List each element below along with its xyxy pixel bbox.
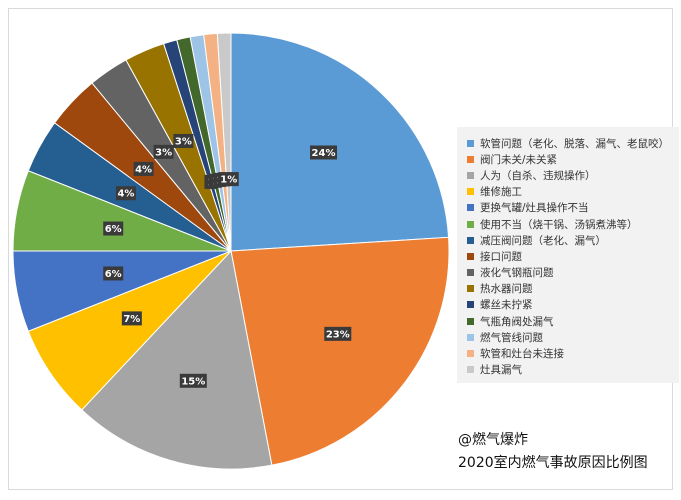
data-label-box [179,373,207,388]
pie-slice-2 [230,236,450,466]
data-label-box [103,266,124,281]
legend-swatch [467,301,474,309]
data-label-box [218,172,239,187]
legend-label: 更换气罐/灶具操作不当 [480,202,589,215]
legend-swatch [467,220,474,228]
data-label-text: 4% [135,164,152,175]
data-label-text: 6% [105,269,122,280]
pie-slice-3 [81,249,273,470]
legend-label: 接口问题 [480,250,522,263]
legend-item-12: 气瓶角阀处漏气 [467,313,673,329]
data-label-text: 4% [117,189,134,200]
caption-title: 2020室内燃气事故原因比例图 [458,455,648,471]
data-label-box [153,144,174,159]
data-label-2: 23% [324,326,352,341]
data-label-box [173,133,194,148]
legend-item-13: 燃气管线问题 [467,329,673,345]
legend-swatch [467,252,474,260]
data-label-3: 15% [179,373,207,388]
legend-label: 减压阀问题（老化、漏气） [480,234,606,247]
data-label-10: 3% [173,133,194,148]
legend-label: 热水器问题 [480,283,533,296]
data-label-9: 3% [153,144,174,159]
legend-swatch [467,317,474,325]
data-label-8: 4% [133,161,154,176]
legend-label: 气瓶角阀处漏气 [480,315,554,328]
legend-swatch [467,171,474,179]
data-label-5: 6% [103,266,124,281]
legend-item-11: 螺丝未拧紧 [467,297,673,313]
legend-item-1: 软管问题（老化、脱落、漏气、老鼠咬） [467,135,673,151]
legend-item-2: 阀门未关/未关紧 [467,151,673,167]
legend-swatch [467,204,474,212]
data-labels: 24%23%15%7%6%6%4%4%3%3%11111% [103,133,352,388]
legend-item-5: 更换气罐/灶具操作不当 [467,200,673,216]
pie-slice-1 [230,32,450,252]
legend-label: 使用不当（烧干锅、汤锅煮沸等） [480,218,638,231]
data-label-text: 1% [220,175,237,186]
legend-label: 软管和灶台未连接 [480,348,564,361]
legend-label: 燃气管线问题 [480,331,543,344]
legend-swatch [467,366,474,374]
pie-chart: 24%23%15%7%6%6%4%4%3%3%11111% [12,32,450,470]
chart-frame: 24%23%15%7%6%6%4%4%3%3%11111% 软管问题（老化、脱落… [8,8,679,490]
legend-swatch [467,155,474,163]
data-label-box [133,161,154,176]
legend-item-3: 人为（自杀、违规操作） [467,167,673,183]
data-label-text: 7% [123,314,140,325]
legend-label: 人为（自杀、违规操作） [480,169,596,182]
legend-label: 维修施工 [480,186,522,199]
legend-swatch [467,236,474,244]
data-label-box [324,326,352,341]
legend-swatch [467,350,474,358]
data-label-text: 6% [105,224,122,235]
data-label-text: 24% [312,148,336,159]
pie-slices [12,32,450,470]
legend-item-9: 液化气钢瓶问题 [467,265,673,281]
legend-label: 螺丝未拧紧 [480,299,533,312]
data-label-box [115,186,136,201]
legend-item-4: 维修施工 [467,184,673,200]
legend-swatch [467,188,474,196]
legend-item-8: 接口问题 [467,248,673,264]
legend-swatch [467,139,474,147]
data-label-text: 23% [326,329,350,340]
data-label-4: 7% [121,311,142,326]
data-label-text: 3% [175,136,192,147]
legend-item-6: 使用不当（烧干锅、汤锅煮沸等） [467,216,673,232]
legend-label: 阀门未关/未关紧 [480,153,558,166]
legend-label: 软管问题（老化、脱落、漏气、老鼠咬） [480,137,669,150]
data-label-text: 15% [181,376,205,387]
data-label-box [121,311,142,326]
caption-source: @燃气爆炸 [458,432,528,448]
legend-label: 液化气钢瓶问题 [480,267,554,280]
data-label-15: 1% [218,172,239,187]
legend: 软管问题（老化、脱落、漏气、老鼠咬） 阀门未关/未关紧人为（自杀、违规操作） 维修施… [457,127,679,383]
data-label-1: 24% [310,145,338,160]
legend-label: 灶具漏气 [480,364,522,377]
data-label-box [310,145,338,160]
legend-item-15: 灶具漏气 [467,362,673,378]
legend-item-10: 热水器问题 [467,281,673,297]
legend-item-7: 减压阀问题（老化、漏气） [467,232,673,248]
pie-slice-15 [216,32,232,252]
data-label-box [103,221,124,236]
data-label-6: 6% [103,221,124,236]
legend-swatch [467,333,474,341]
data-label-text: 3% [155,147,172,158]
legend-item-14: 软管和灶台未连接 [467,345,673,361]
legend-swatch [467,269,474,277]
data-label-7: 4% [115,186,136,201]
legend-swatch [467,285,474,293]
